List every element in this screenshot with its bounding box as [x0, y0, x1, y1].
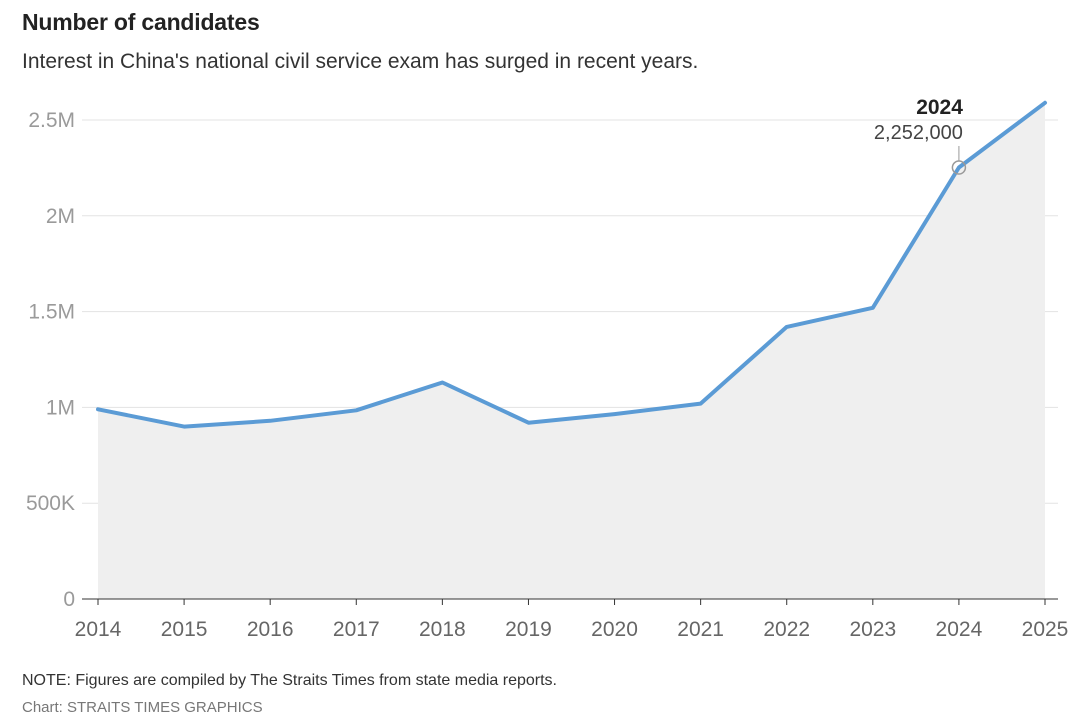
x-tick-label-2016: 2016 [247, 618, 294, 641]
x-tick-label-2019: 2019 [505, 618, 552, 641]
x-tick-label-2018: 2018 [419, 618, 466, 641]
y-tick-label-0: 0 [63, 588, 75, 611]
chart-title: Number of candidates [22, 9, 260, 35]
annotation-group: 2024 2,252,000 [874, 96, 967, 175]
area-fill [98, 102, 1045, 600]
x-tick-label-2015: 2015 [161, 618, 208, 641]
x-tick-label-2020: 2020 [591, 618, 638, 641]
y-tick-label-3: 1.5M [28, 301, 75, 324]
x-tick-label-2021: 2021 [677, 618, 724, 641]
annotation-year: 2024 [916, 96, 963, 119]
x-tick-label-2022: 2022 [763, 618, 810, 641]
y-tick-label-2: 1M [46, 396, 75, 419]
x-tick-label-2024: 2024 [936, 618, 983, 641]
x-tick-label-2017: 2017 [333, 618, 380, 641]
y-tick-label-1: 500K [26, 492, 75, 515]
y-tick-label-5: 2.5M [28, 109, 75, 132]
x-tick-label-2023: 2023 [849, 618, 896, 641]
series-line-group [96, 100, 1047, 429]
annotation-marker [951, 160, 967, 175]
series-line [96, 100, 1047, 429]
chart-subtitle: Interest in China's national civil servi… [22, 50, 699, 73]
tick-labels: 0 500K 1M 1.5M 2M 2.5M 2014 2015 2016 2017 2018 201… [26, 109, 1068, 641]
source-credit: Chart: STRAITS TIMES GRAPHICS [22, 699, 263, 716]
area-fill-group [98, 102, 1045, 600]
footnote: NOTE: Figures are compiled by The Strait… [22, 672, 557, 689]
x-tick-label-2014: 2014 [75, 618, 122, 641]
x-tick-label-2025: 2025 [1022, 618, 1069, 641]
y-tick-label-4: 2M [46, 205, 75, 228]
axes [82, 598, 1058, 605]
annotation-value: 2,252,000 [874, 122, 963, 144]
